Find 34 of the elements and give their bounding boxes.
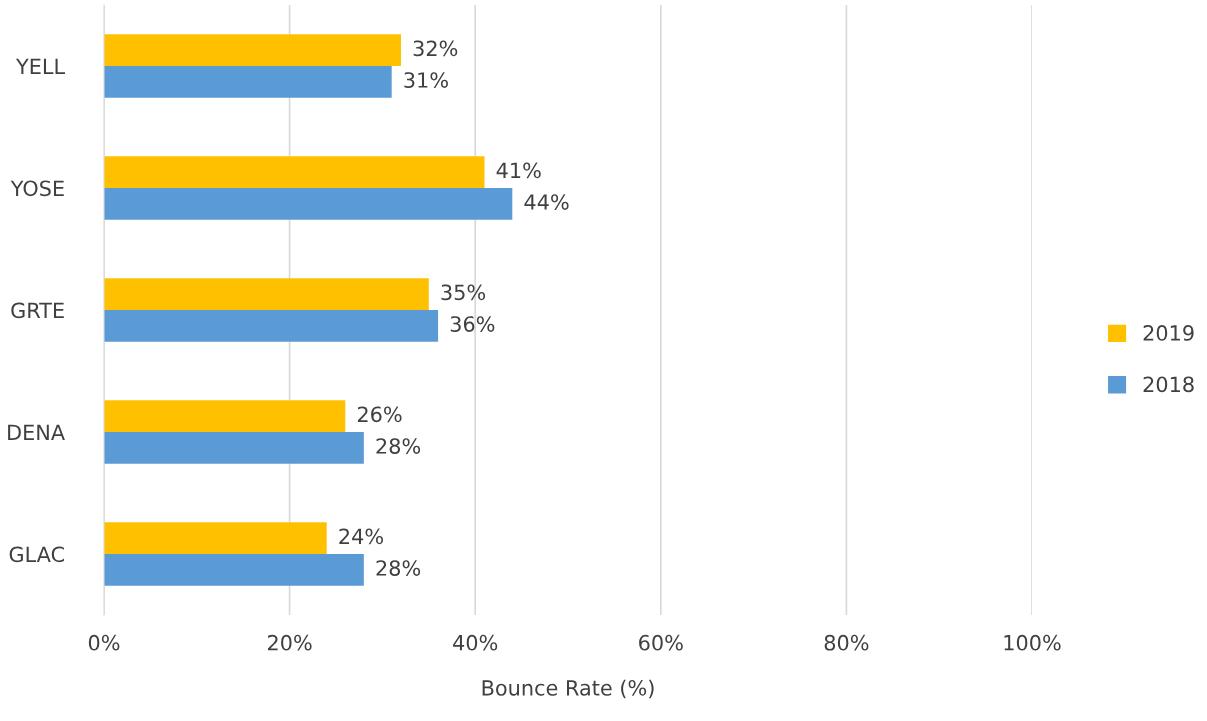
legend-label: 2018 (1143, 376, 1194, 393)
bar (104, 400, 346, 432)
bar (104, 310, 439, 342)
data-label: 31% (404, 72, 448, 88)
bar (104, 66, 392, 98)
data-label: 41% (496, 162, 541, 179)
data-label: 28% (376, 438, 421, 454)
y-tick-label: DENA (8, 424, 65, 440)
x-tick-label: 40% (453, 634, 498, 651)
data-label: 32% (413, 40, 458, 57)
bar (104, 156, 485, 188)
bar (104, 432, 364, 464)
y-tick-label: YOSE (10, 180, 64, 197)
bar (104, 34, 401, 66)
bar (104, 554, 364, 586)
data-label: 35% (441, 284, 486, 301)
y-tick-label: GRTE (11, 302, 64, 319)
data-label: 36% (450, 316, 495, 332)
x-tick-label: 100% (1004, 634, 1061, 651)
x-tick-label: 80% (824, 634, 869, 651)
bar (104, 522, 327, 554)
y-tick-label: GLAC (9, 546, 64, 563)
x-tick-label: 20% (267, 634, 312, 651)
y-tick-label: YELL (15, 58, 65, 74)
x-tick-label: 60% (639, 634, 683, 651)
data-label: 26% (357, 406, 402, 423)
data-label: 24% (339, 528, 383, 545)
data-label: 28% (376, 560, 421, 576)
bar (104, 278, 429, 310)
x-axis-title: Bounce Rate (%) (482, 679, 654, 699)
legend-label: 2019 (1143, 325, 1194, 341)
x-tick-label: 0% (88, 634, 120, 651)
data-label: 44% (524, 194, 569, 210)
bar (104, 188, 513, 220)
